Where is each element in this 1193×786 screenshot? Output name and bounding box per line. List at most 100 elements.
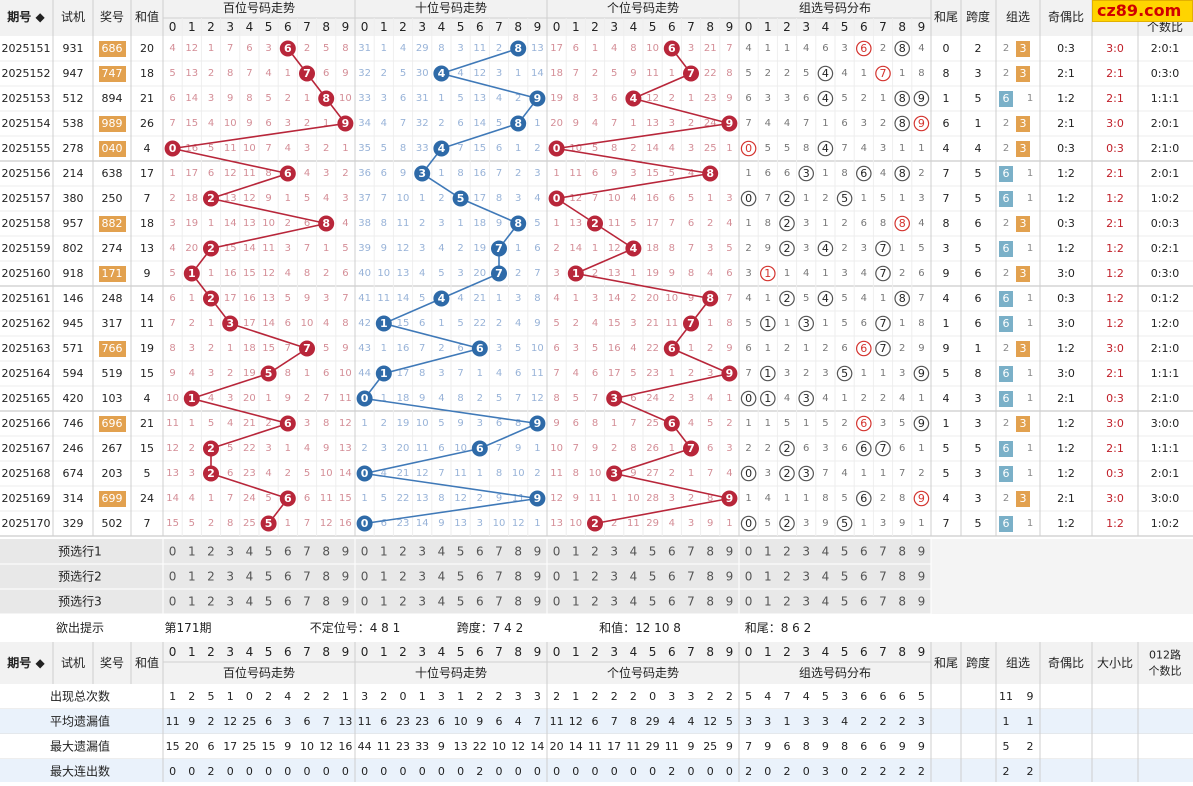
- preselect-digit[interactable]: 8: [322, 595, 330, 609]
- preselect-digit[interactable]: 4: [630, 595, 638, 609]
- preselect-digit[interactable]: 4: [438, 570, 446, 584]
- preselect-digit[interactable]: 6: [284, 545, 292, 559]
- preselect-digit[interactable]: 8: [706, 570, 714, 584]
- site-logo[interactable]: cz89.com: [1092, 0, 1193, 22]
- preselect-digit[interactable]: 0: [553, 570, 561, 584]
- preselect-digit[interactable]: 1: [764, 570, 772, 584]
- preselect-digit[interactable]: 7: [687, 595, 695, 609]
- preselect-digit[interactable]: 1: [764, 595, 772, 609]
- preselect-digit[interactable]: 5: [265, 595, 273, 609]
- preselect-digit[interactable]: 6: [476, 570, 484, 584]
- preselect-digit[interactable]: 0: [361, 595, 369, 609]
- preselect-digit[interactable]: 8: [514, 595, 522, 609]
- preselect-digit[interactable]: 5: [649, 545, 657, 559]
- preselect-digit[interactable]: 5: [265, 545, 273, 559]
- preselect-digit[interactable]: 8: [322, 570, 330, 584]
- preselect-digit[interactable]: 9: [726, 545, 734, 559]
- preselect-digit[interactable]: 7: [303, 545, 311, 559]
- preselect-digit[interactable]: 0: [745, 595, 753, 609]
- preselect-digit[interactable]: 2: [591, 570, 599, 584]
- preselect-digit[interactable]: 2: [591, 595, 599, 609]
- preselect-digit[interactable]: 8: [706, 595, 714, 609]
- preselect-digit[interactable]: 7: [879, 595, 887, 609]
- preselect-digit[interactable]: 9: [726, 595, 734, 609]
- preselect-digit[interactable]: 7: [303, 595, 311, 609]
- preselect-digit[interactable]: 7: [303, 570, 311, 584]
- preselect-digit[interactable]: 5: [457, 595, 465, 609]
- preselect-digit[interactable]: 4: [246, 595, 254, 609]
- preselect-digit[interactable]: 6: [860, 545, 868, 559]
- preselect-digit[interactable]: 6: [284, 595, 292, 609]
- preselect-digit[interactable]: 0: [169, 545, 177, 559]
- preselect-digit[interactable]: 9: [918, 570, 926, 584]
- preselect-digit[interactable]: 6: [668, 570, 676, 584]
- preselect-digit[interactable]: 8: [898, 570, 906, 584]
- preselect-digit[interactable]: 6: [476, 545, 484, 559]
- preselect-digit[interactable]: 3: [418, 545, 426, 559]
- preselect-digit[interactable]: 7: [879, 570, 887, 584]
- preselect-digit[interactable]: 1: [380, 545, 388, 559]
- preselect-digit[interactable]: 2: [399, 595, 407, 609]
- preselect-digit[interactable]: 3: [226, 595, 234, 609]
- preselect-digit[interactable]: 9: [534, 595, 542, 609]
- preselect-digit[interactable]: 4: [822, 545, 830, 559]
- preselect-digit[interactable]: 3: [610, 570, 618, 584]
- preselect-digit[interactable]: 7: [687, 570, 695, 584]
- preselect-digit[interactable]: 5: [841, 570, 849, 584]
- preselect-digit[interactable]: 8: [514, 570, 522, 584]
- preselect-digit[interactable]: 0: [361, 545, 369, 559]
- preselect-digit[interactable]: 1: [572, 570, 580, 584]
- preselect-digit[interactable]: 9: [918, 595, 926, 609]
- preselect-digit[interactable]: 1: [380, 570, 388, 584]
- preselect-digit[interactable]: 2: [783, 570, 791, 584]
- preselect-digit[interactable]: 0: [553, 545, 561, 559]
- preselect-digit[interactable]: 5: [649, 595, 657, 609]
- preselect-digit[interactable]: 4: [438, 595, 446, 609]
- preselect-digit[interactable]: 4: [630, 545, 638, 559]
- preselect-digit[interactable]: 7: [687, 545, 695, 559]
- preselect-digit[interactable]: 5: [457, 545, 465, 559]
- preselect-digit[interactable]: 6: [860, 595, 868, 609]
- preselect-digit[interactable]: 6: [668, 595, 676, 609]
- preselect-digit[interactable]: 9: [918, 545, 926, 559]
- preselect-digit[interactable]: 6: [668, 545, 676, 559]
- preselect-digit[interactable]: 5: [457, 570, 465, 584]
- preselect-digit[interactable]: 1: [188, 570, 196, 584]
- preselect-digit[interactable]: 6: [476, 595, 484, 609]
- preselect-digit[interactable]: 5: [649, 570, 657, 584]
- preselect-digit[interactable]: 0: [745, 570, 753, 584]
- preselect-digit[interactable]: 2: [207, 545, 215, 559]
- preselect-digit[interactable]: 1: [188, 595, 196, 609]
- preselect-digit[interactable]: 5: [265, 570, 273, 584]
- preselect-digit[interactable]: 9: [342, 570, 350, 584]
- preselect-digit[interactable]: 4: [246, 545, 254, 559]
- preselect-digit[interactable]: 4: [246, 570, 254, 584]
- preselect-digit[interactable]: 4: [822, 595, 830, 609]
- preselect-digit[interactable]: 3: [802, 570, 810, 584]
- preselect-digit[interactable]: 3: [226, 545, 234, 559]
- preselect-digit[interactable]: 8: [898, 595, 906, 609]
- preselect-digit[interactable]: 9: [534, 570, 542, 584]
- preselect-digit[interactable]: 2: [399, 570, 407, 584]
- preselect-digit[interactable]: 1: [572, 595, 580, 609]
- preselect-digit[interactable]: 2: [591, 545, 599, 559]
- preselect-digit[interactable]: 2: [783, 545, 791, 559]
- preselect-digit[interactable]: 3: [418, 570, 426, 584]
- preselect-digit[interactable]: 6: [860, 570, 868, 584]
- preselect-digit[interactable]: 1: [380, 595, 388, 609]
- preselect-digit[interactable]: 5: [841, 545, 849, 559]
- preselect-digit[interactable]: 2: [207, 570, 215, 584]
- preselect-digit[interactable]: 8: [898, 545, 906, 559]
- preselect-digit[interactable]: 1: [188, 545, 196, 559]
- preselect-digit[interactable]: 2: [783, 595, 791, 609]
- preselect-digit[interactable]: 3: [802, 595, 810, 609]
- preselect-digit[interactable]: 4: [822, 570, 830, 584]
- preselect-digit[interactable]: 3: [802, 545, 810, 559]
- issue-header-sort[interactable]: 期号 ◆: [7, 9, 45, 24]
- issue-header-sort-bottom[interactable]: 期号 ◆: [7, 655, 45, 670]
- preselect-digit[interactable]: 7: [879, 545, 887, 559]
- preselect-digit[interactable]: 9: [342, 595, 350, 609]
- preselect-digit[interactable]: 5: [841, 595, 849, 609]
- preselect-digit[interactable]: 9: [534, 545, 542, 559]
- preselect-digit[interactable]: 3: [610, 595, 618, 609]
